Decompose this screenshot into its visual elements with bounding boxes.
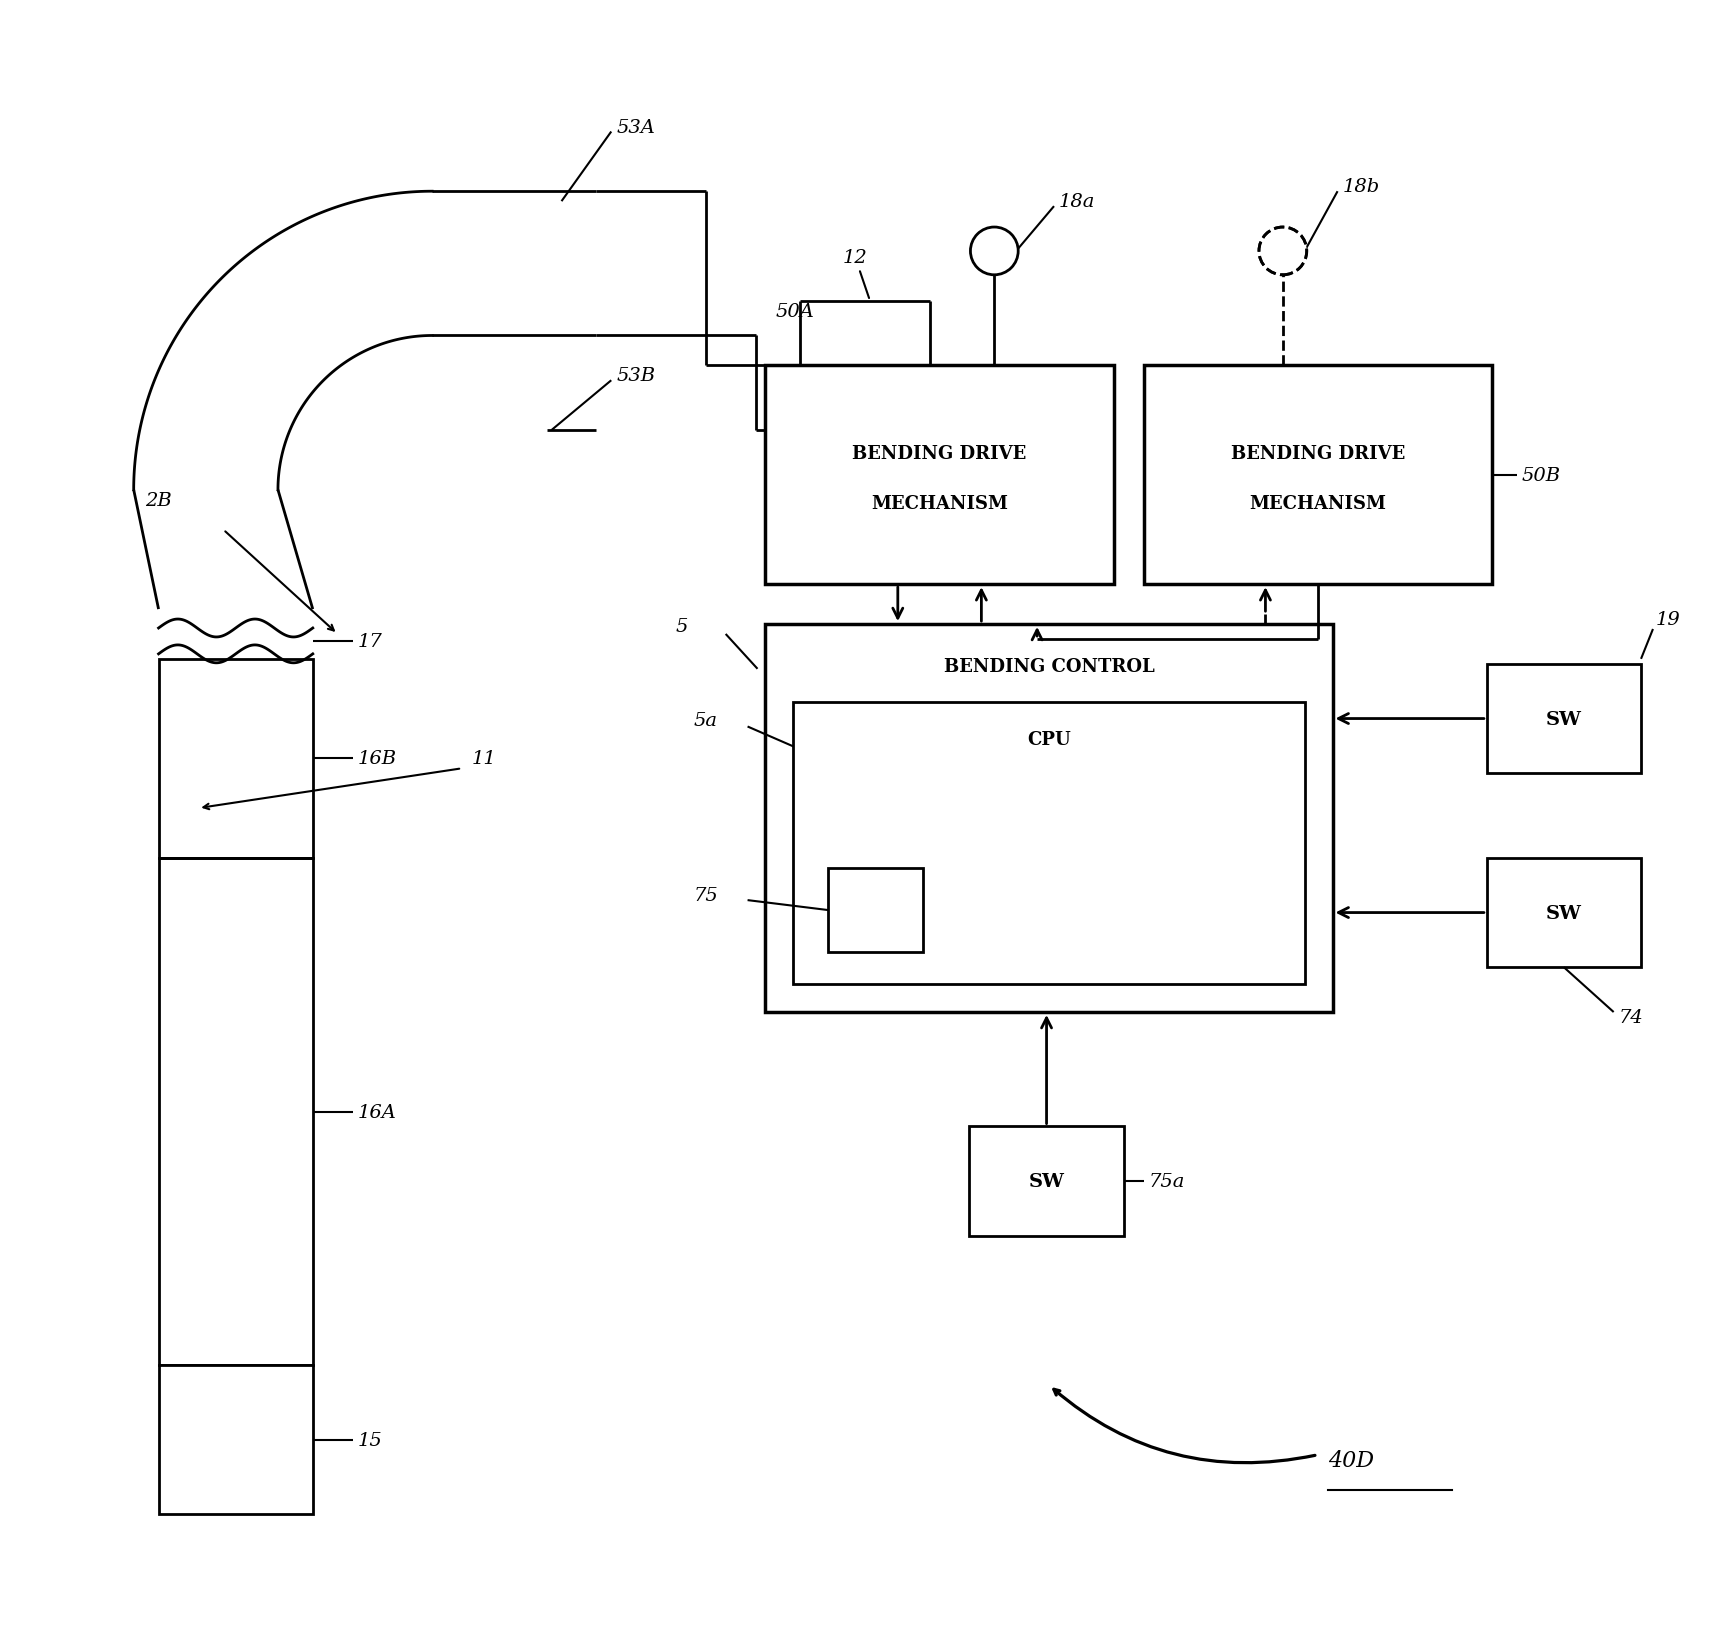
Bar (765, 625, 1332, 1012)
Circle shape (1258, 227, 1306, 275)
Text: 53A: 53A (615, 119, 655, 137)
Text: BENDING DRIVE: BENDING DRIVE (853, 445, 1026, 463)
Text: 75a: 75a (1148, 1172, 1184, 1190)
Text: SW: SW (1028, 1172, 1064, 1190)
Bar (158, 859, 313, 1366)
Bar (1487, 664, 1642, 775)
Text: 17: 17 (358, 633, 382, 651)
Bar (1143, 366, 1492, 585)
Bar (765, 366, 1114, 585)
Text: 5a: 5a (694, 710, 719, 728)
Text: 50B: 50B (1521, 466, 1561, 485)
Text: BENDING CONTROL: BENDING CONTROL (944, 658, 1155, 676)
Text: 18a: 18a (1059, 193, 1095, 211)
Text: MECHANISM: MECHANISM (1250, 494, 1386, 513)
Text: 16B: 16B (358, 750, 397, 768)
Text: MECHANISM: MECHANISM (872, 494, 1007, 513)
Text: 50A: 50A (775, 303, 815, 320)
Text: 40D: 40D (1327, 1449, 1373, 1472)
Text: 11: 11 (473, 750, 497, 768)
Bar (970, 1127, 1124, 1236)
Bar (158, 1366, 313, 1515)
Text: SW: SW (1545, 905, 1581, 921)
Bar (1487, 859, 1642, 967)
Text: 74: 74 (1619, 1009, 1643, 1027)
Text: SW: SW (1545, 710, 1581, 728)
Bar (794, 702, 1305, 984)
Text: 2B: 2B (144, 491, 172, 509)
Bar (829, 868, 923, 953)
Text: 16A: 16A (358, 1103, 397, 1121)
Bar (158, 659, 313, 859)
Text: 15: 15 (358, 1430, 382, 1449)
Circle shape (971, 227, 1018, 275)
Text: 18b: 18b (1343, 178, 1380, 196)
Text: 19: 19 (1655, 611, 1681, 628)
Text: 75: 75 (694, 887, 719, 905)
Text: 12: 12 (842, 249, 870, 298)
Text: 5: 5 (676, 618, 688, 636)
Text: BENDING DRIVE: BENDING DRIVE (1231, 445, 1404, 463)
Text: 53B: 53B (615, 368, 655, 386)
Text: CPU: CPU (1028, 732, 1071, 748)
